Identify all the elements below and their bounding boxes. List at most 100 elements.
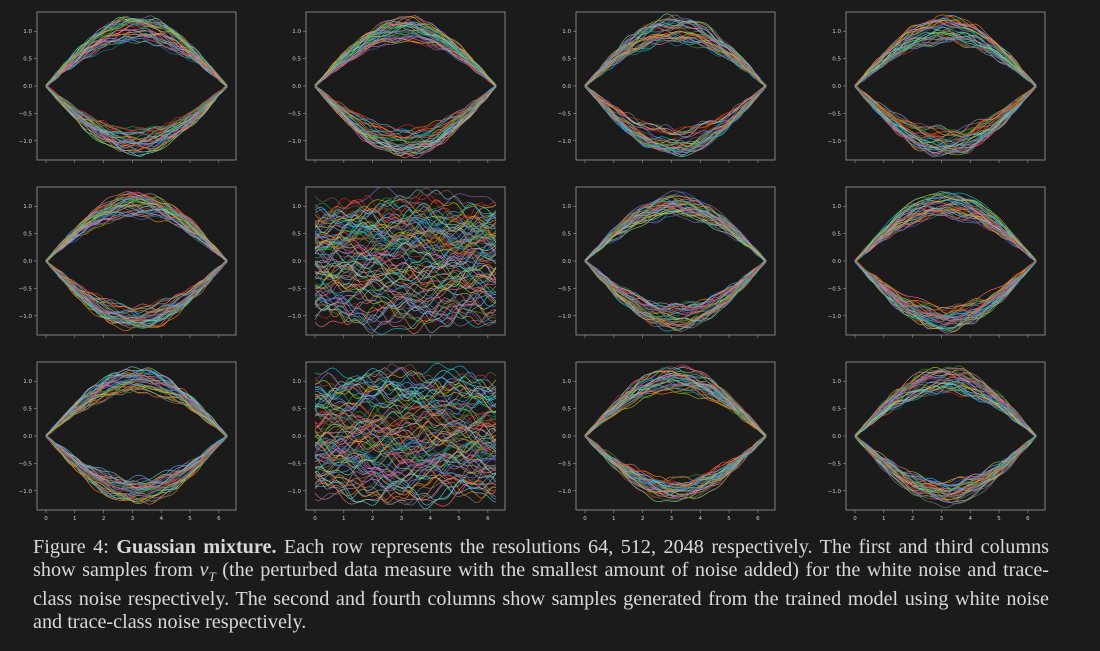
sample-curve [45,38,228,88]
y-tick-label: 0.5 [23,232,32,238]
sample-curve [45,192,228,262]
sample-curve [584,381,767,437]
sample-curve [314,187,497,217]
sample-curves [314,15,497,159]
sample-curve [45,434,228,501]
sample-curve [45,434,228,490]
sample-curve [854,192,1037,263]
sample-curve [854,365,1037,437]
x-tick-label: 3 [131,516,135,520]
subplot-r3-c3: 1.0 0.5 0.0 −0.5 −1.0 0 1 2 3 4 5 6 [558,361,776,520]
sample-curve [584,29,767,87]
caption-label: Figure 4: [33,536,109,558]
sample-curve [45,259,228,310]
y-tick-label: −1.0 [19,314,33,320]
sample-curve [584,13,767,87]
y-tick-label: 0.0 [562,259,571,265]
sample-curve [584,260,767,308]
x-tick-label: 6 [486,516,490,520]
y-tick-label: −1.0 [828,489,842,495]
sample-curve [314,400,497,427]
sample-curve [314,267,497,294]
sample-curve [45,260,228,332]
sample-curve [45,434,228,492]
sample-curve [854,434,1037,487]
sample-curves [314,363,497,510]
sample-curve [314,234,497,261]
sample-curve [314,455,497,483]
sample-curve [314,86,497,135]
subplot-r1-c1: 1.0 0.5 0.0 −0.5 −1.0 [19,11,237,163]
y-tick-label: 1.0 [292,29,301,35]
sample-curve [584,388,767,438]
sample-curve [584,259,767,330]
x-tick-label: 2 [102,516,106,520]
sample-curve [584,196,767,263]
y-tick-label: −0.5 [828,461,842,467]
x-tick-label: 2 [641,516,645,520]
sample-curve [854,436,1037,498]
sample-curve [854,32,1037,88]
sample-curve [45,197,228,263]
sample-curve [854,212,1037,262]
sample-curve [45,192,228,263]
y-tick-label: −0.5 [828,111,842,117]
sample-curve [854,208,1037,261]
sample-curve [584,435,767,503]
sample-curve [584,20,767,87]
sample-curve [314,254,497,282]
caption-nu: ν [199,559,209,581]
y-tick-label: 0.5 [562,57,571,63]
sample-curve [45,85,228,145]
sample-curve [314,86,497,137]
sample-curve [314,217,497,245]
subplot-r1-c2: 1.0 0.5 0.0 −0.5 −1.0 [288,11,506,163]
sample-curve [854,259,1037,314]
y-tick-label: −0.5 [19,461,33,467]
sample-curve [584,434,767,502]
sample-curve [45,261,228,319]
sample-curve [45,376,228,438]
y-tick-label: −1.0 [558,489,572,495]
sample-curve [314,36,497,88]
sample-curve [45,386,228,438]
sample-curve [45,260,228,321]
sample-curve [584,367,767,437]
y-tick-label: 0.5 [292,232,301,238]
sample-curve [45,368,228,437]
sample-curve [314,383,497,412]
sample-curve [854,84,1037,149]
y-tick-label: 1.0 [562,29,571,35]
sample-curve [314,480,497,510]
sample-curve [854,15,1037,87]
sample-curve [584,364,767,437]
sample-curve [854,381,1037,438]
sample-curve [45,29,228,88]
sample-curve [314,473,497,504]
sample-curve [314,199,497,228]
x-tick-label: 0 [313,516,317,520]
y-tick-label: 1.0 [292,204,301,210]
figure-caption: Figure 4: Guassian mixture. Each row rep… [33,536,1049,634]
sample-curve [854,259,1037,313]
sample-curve [854,369,1037,437]
sample-curve [314,15,497,86]
y-tick-label: 0.5 [832,57,841,63]
sample-curve [584,207,767,262]
sample-curve [314,296,497,330]
x-tick-label: 2 [911,516,915,520]
sample-curve [314,249,497,277]
sample-curve [854,196,1037,263]
sample-curve [854,211,1037,262]
y-tick-label: 0.0 [292,434,301,440]
sample-curve [584,387,767,437]
sample-curve [854,85,1037,155]
y-tick-label: −1.0 [558,314,572,320]
sample-curve [314,440,497,467]
sample-curve [45,260,228,324]
sample-curve [45,37,228,87]
sample-curves [854,365,1037,509]
sample-curve [314,438,497,466]
sample-curves [314,187,497,335]
sample-curve [584,202,767,263]
